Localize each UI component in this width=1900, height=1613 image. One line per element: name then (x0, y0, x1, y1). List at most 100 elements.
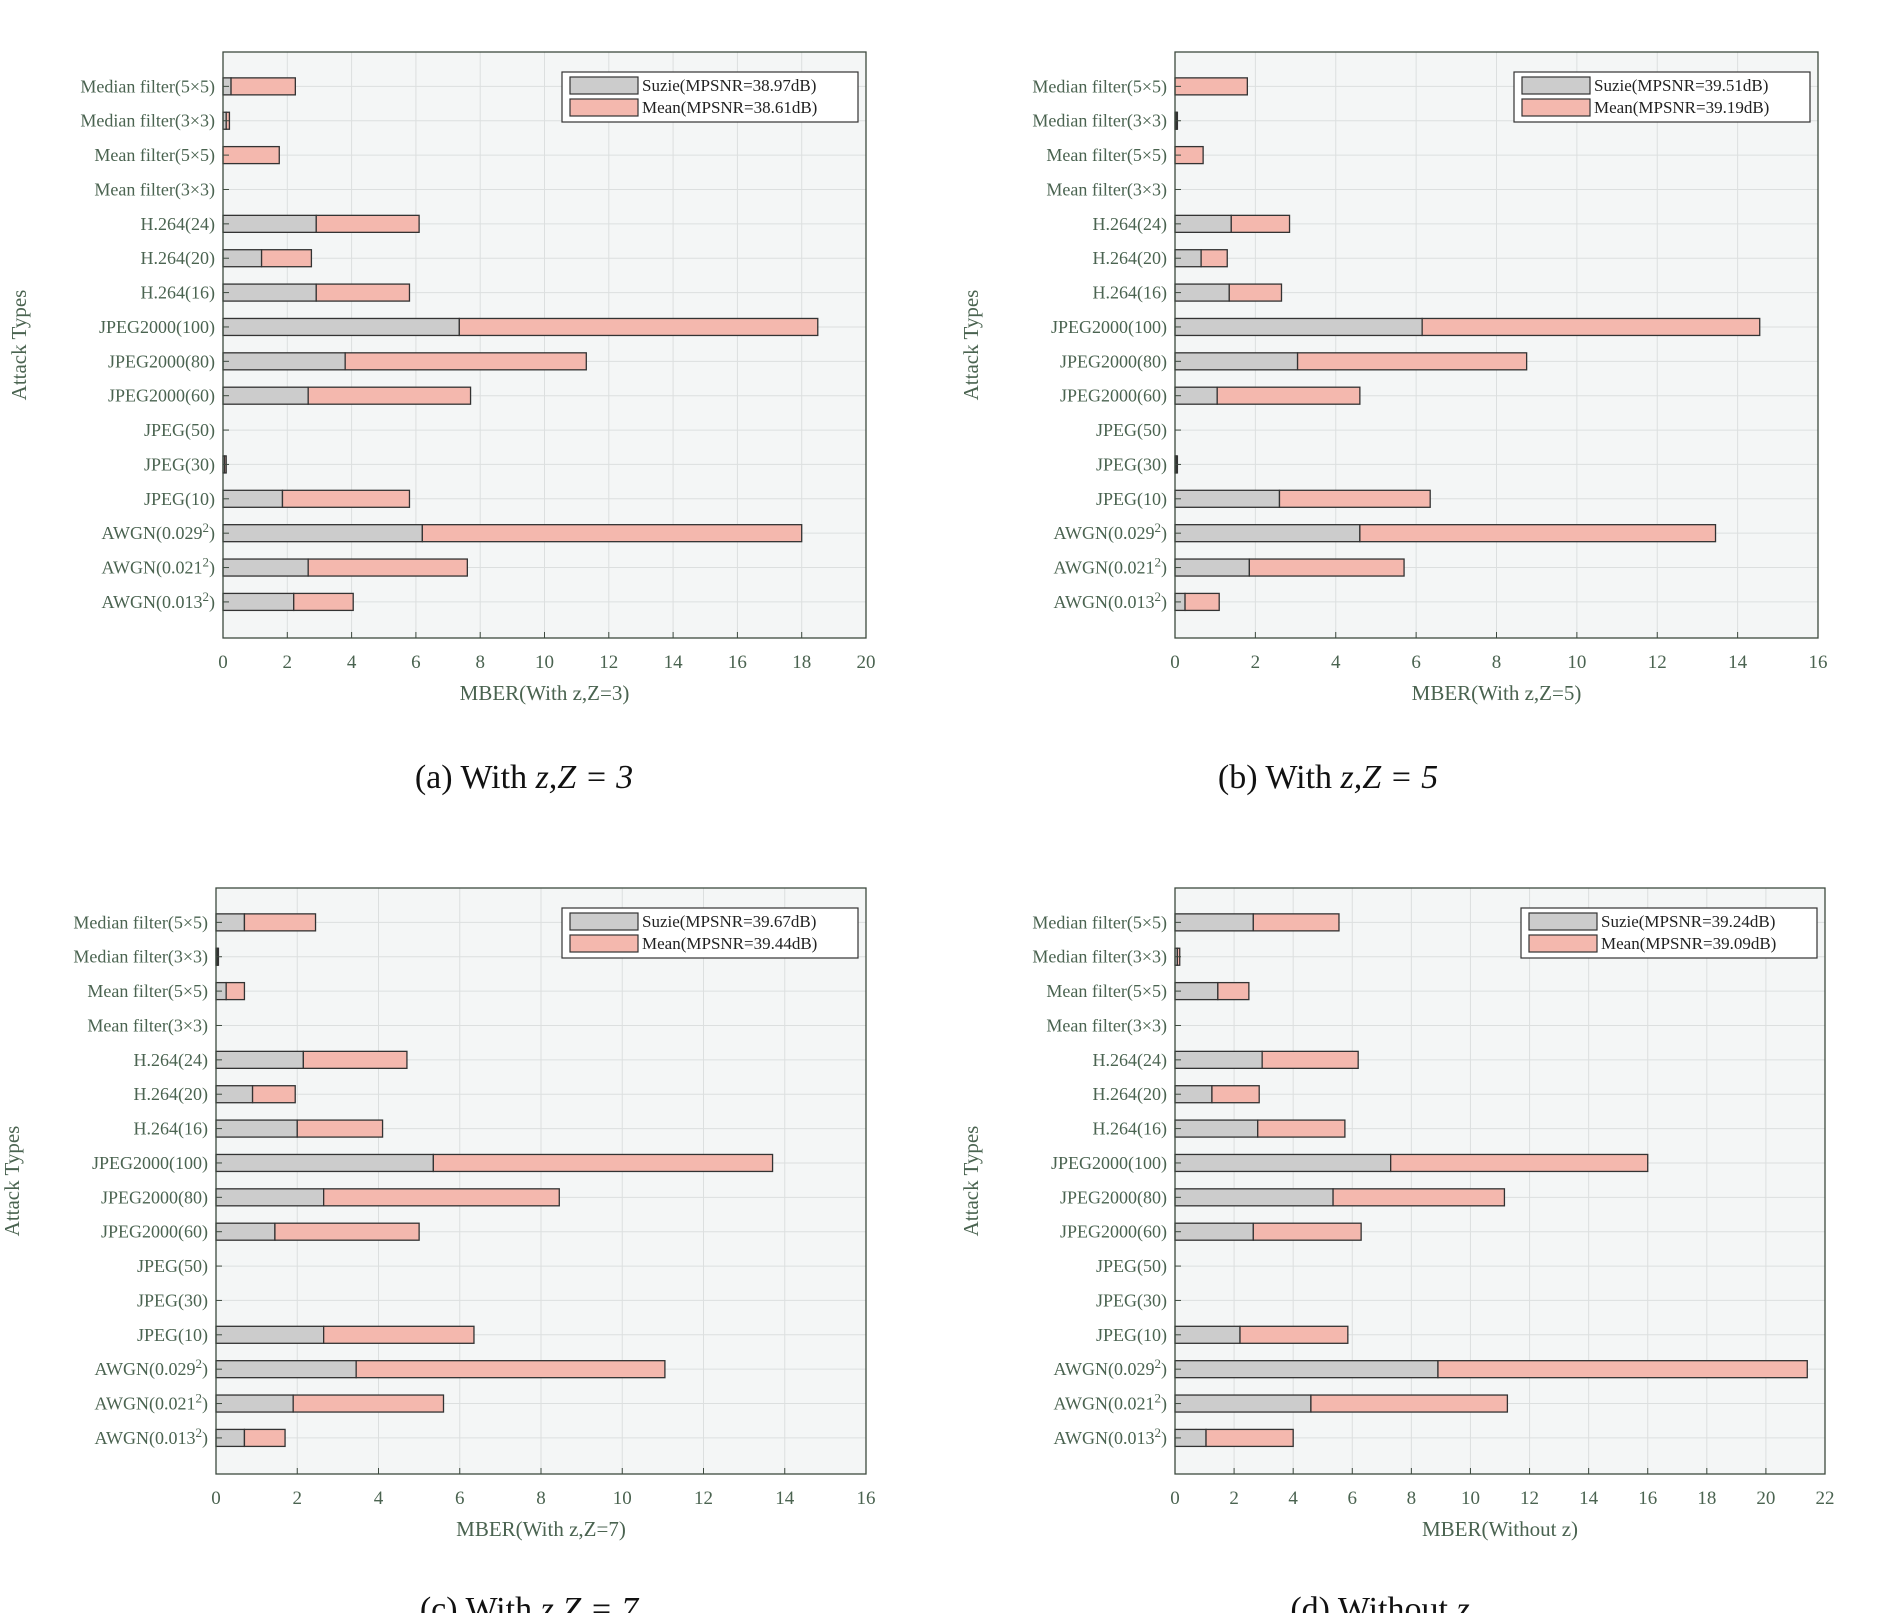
x-tick-label: 10 (535, 652, 554, 673)
x-tick-label: 18 (792, 652, 811, 673)
plot-area (1175, 888, 1825, 1474)
bar-segment (222, 592, 295, 612)
x-tick-label: 14 (1579, 1488, 1599, 1509)
bar-segment (222, 524, 423, 543)
bar-segment (355, 1360, 666, 1379)
bar-segment (315, 283, 411, 302)
bar-segment (243, 913, 317, 932)
y-tick-label: JPEG2000(100) (1051, 1153, 1167, 1174)
bar-segment (323, 1325, 475, 1344)
x-tick-label: 2 (283, 652, 293, 673)
y-tick-label: Median filter(5×5) (1032, 76, 1167, 97)
legend-swatch (1521, 98, 1591, 117)
x-tick-label: 4 (347, 652, 357, 673)
y-tick-label: JPEG2000(60) (1060, 1222, 1167, 1243)
x-tick-label: 22 (1816, 1488, 1835, 1509)
bar-segment (222, 352, 346, 371)
bar-segment (432, 1153, 774, 1173)
x-tick-label: 16 (1638, 1488, 1657, 1509)
bar-segment (1174, 1119, 1259, 1138)
x-tick-label: 12 (599, 652, 618, 673)
bar-segment (1174, 77, 1248, 96)
x-tick-label: 8 (1407, 1488, 1417, 1509)
y-axis-label: Attack Types (959, 290, 983, 401)
y-tick-label: Mean filter(3×3) (1046, 1015, 1167, 1036)
bar-segment (1174, 386, 1218, 405)
x-tick-label: 6 (1411, 652, 1421, 673)
bar-segment (215, 1188, 325, 1207)
y-tick-label: JPEG2000(100) (99, 317, 215, 338)
y-tick-label: Median filter(3×3) (1032, 947, 1167, 968)
bar-segment (1174, 981, 1219, 1001)
bar-segment (307, 558, 468, 577)
legend-label: Mean(MPSNR=38.61dB) (642, 98, 817, 117)
y-tick-label: AWGN(0.0132) (94, 1424, 208, 1449)
x-tick-label: 4 (1288, 1488, 1298, 1509)
bar-segment (1174, 1222, 1254, 1241)
y-tick-label: H.264(24) (141, 214, 216, 235)
chart-panel: 0 2 4 6 8 10 12 14 16 18 20 Median filter(5×5) Media… (7, 51, 876, 796)
y-tick-label: JPEG2000(80) (101, 1187, 208, 1208)
bar-segment (222, 283, 317, 302)
x-tick-label: 10 (1567, 652, 1586, 673)
legend-label: Suzie(MPSNR=39.67dB) (642, 912, 816, 931)
bar-segment (222, 558, 309, 577)
y-tick-label: AWGN(0.0212) (1053, 1390, 1167, 1415)
bar-segment (1174, 283, 1230, 302)
x-tick-label: 20 (1756, 1488, 1775, 1509)
bar-segment (215, 1119, 298, 1138)
x-tick-label: 6 (411, 652, 421, 673)
bar-segment (1359, 524, 1717, 543)
y-axis-label: Attack Types (959, 1126, 983, 1237)
bar-segment (1174, 1188, 1334, 1207)
x-axis-label: MBER(With z,Z=3) (460, 681, 630, 705)
x-tick-label: 8 (1492, 652, 1502, 673)
x-tick-label: 8 (475, 652, 485, 673)
subfigure-caption: (d) Without z (1290, 1591, 1469, 1613)
bar-segment (215, 1325, 325, 1344)
y-tick-label: AWGN(0.0292) (94, 1356, 208, 1381)
y-tick-label: AWGN(0.0292) (1053, 1356, 1167, 1381)
y-tick-label: JPEG(30) (1096, 1290, 1167, 1311)
y-tick-label: H.264(24) (1093, 214, 1168, 235)
bar-segment (1332, 1188, 1506, 1207)
y-tick-label: H.264(20) (1093, 248, 1168, 269)
legend-swatch (569, 76, 639, 95)
y-tick-label: Median filter(3×3) (73, 947, 208, 968)
y-tick-label: JPEG2000(100) (92, 1153, 208, 1174)
y-tick-label: Median filter(3×3) (80, 111, 215, 132)
bar-segment (1174, 1325, 1241, 1344)
legend-label: Mean(MPSNR=39.19dB) (1594, 98, 1769, 117)
bar-segment (215, 1050, 304, 1069)
bar-segment (222, 214, 317, 233)
y-tick-label: AWGN(0.0212) (1053, 554, 1167, 579)
y-tick-label: Mean filter(5×5) (1046, 981, 1167, 1002)
legend-swatch (1528, 912, 1598, 931)
x-tick-label: 16 (857, 1488, 876, 1509)
y-tick-label: H.264(16) (141, 283, 216, 304)
chart-panel: 0 2 4 6 8 10 12 14 16 Median filter(5×5) Median fi… (0, 887, 876, 1613)
y-tick-label: AWGN(0.0132) (1053, 588, 1167, 613)
bar-segment (243, 1428, 286, 1448)
legend-swatch (1528, 934, 1598, 953)
bar-segment (222, 386, 309, 405)
y-tick-label: Mean filter(3×3) (1046, 179, 1167, 200)
y-tick-label: AWGN(0.0132) (1053, 1424, 1167, 1449)
y-tick-label: H.264(24) (1093, 1050, 1168, 1071)
bar-segment (1211, 1085, 1260, 1104)
bar-segment (1248, 558, 1405, 577)
y-tick-label: AWGN(0.0292) (101, 520, 215, 545)
legend-swatch (569, 934, 639, 953)
axes-frame (1174, 887, 1826, 1475)
bar-segment (251, 1085, 296, 1104)
x-tick-label: 14 (1728, 652, 1748, 673)
bar-segment (1296, 352, 1528, 371)
chart-panel: 0 2 4 6 8 10 12 14 16 Median filter(5×5) Median fi… (959, 51, 1828, 796)
y-tick-label: H.264(20) (134, 1084, 209, 1105)
x-tick-label: 10 (613, 1488, 632, 1509)
y-tick-label: Mean filter(3×3) (94, 179, 215, 200)
x-tick-label: 6 (1348, 1488, 1358, 1509)
legend-label: Suzie(MPSNR=38.97dB) (642, 76, 816, 95)
x-tick-label: 0 (1170, 652, 1180, 673)
legend-swatch (1521, 76, 1591, 95)
